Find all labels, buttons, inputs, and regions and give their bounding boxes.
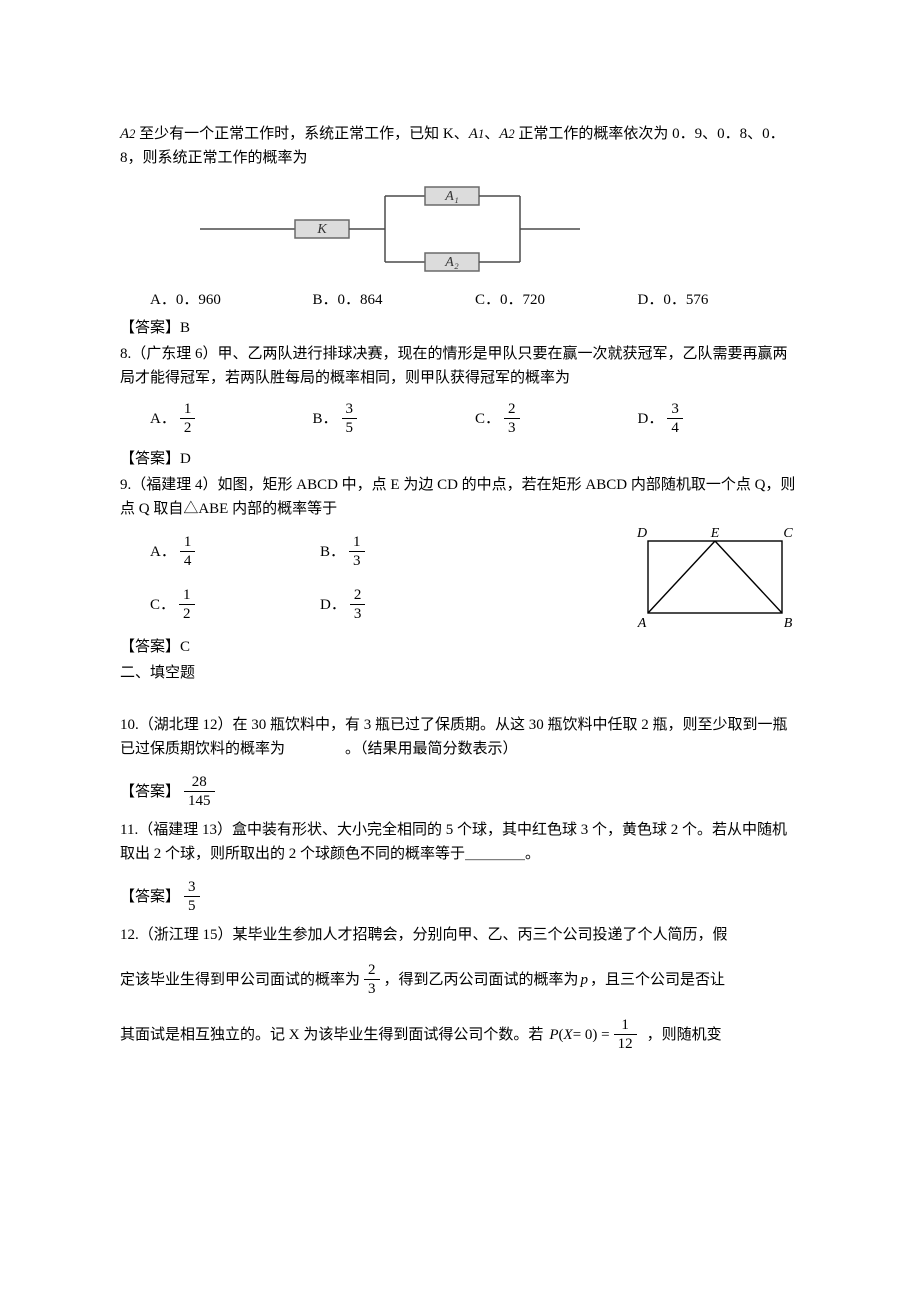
q10-answer: 【答案】 28145 — [120, 773, 800, 810]
q8-choice-A: A．12 — [150, 400, 313, 437]
q7-answer: 【答案】B — [120, 316, 800, 340]
q8-choice-B: B．35 — [313, 400, 476, 437]
section2-title: 二、填空题 — [120, 661, 800, 685]
q9-choice-A: A．14 — [150, 533, 320, 570]
q12-line2: 定该毕业生得到甲公司面试的概率为 23 ，得到乙丙公司面试的概率为 p ，且三个… — [120, 961, 800, 998]
svg-text:K: K — [316, 222, 327, 237]
q9-choice-C: C．12 — [150, 586, 320, 623]
svg-text:D: D — [636, 526, 647, 541]
q11-text: 11.（福建理 13）盒中装有形状、大小完全相同的 5 个球，其中红色球 3 个… — [120, 818, 800, 866]
q8-text: 8.（广东理 6）甲、乙两队进行排球决赛，现在的情形是甲队只要在赢一次就获冠军，… — [120, 342, 800, 390]
svg-text:C: C — [783, 526, 793, 541]
q7-text-1: 至少有一个正常工作时，系统正常工作，已知 K、 — [135, 126, 468, 142]
sym-A2b: A2 — [499, 122, 514, 146]
q7-cont: A2 至少有一个正常工作时，系统正常工作，已知 K、A1、A2 正常工作的概率依… — [120, 122, 800, 170]
q8-choice-C: C．23 — [475, 400, 638, 437]
q8-choices: A．12 B．35 C．23 D．34 — [150, 400, 800, 437]
q11-answer: 【答案】 35 — [120, 878, 800, 915]
var-p: p — [581, 968, 589, 992]
q8-choice-D: D．34 — [638, 400, 801, 437]
sym-A1: A1 — [469, 122, 484, 146]
svg-text:A₂: A₂ — [444, 255, 459, 270]
q10-text: 10.（湖北理 12）在 30 瓶饮料中，有 3 瓶已过了保质期。从这 30 瓶… — [120, 713, 800, 761]
eq-pX0: P(X = 0) = 112 — [549, 1016, 640, 1053]
q7-choice-C: C．0．720 — [475, 288, 638, 312]
sym-A2: A2 — [120, 122, 135, 146]
svg-text:E: E — [710, 526, 720, 541]
q12-line1: 12.（浙江理 15）某毕业生参加人才招聘会，分别向甲、乙、丙三个公司投递了个人… — [120, 923, 800, 947]
q9-rectangle-diagram: D E C A B — [630, 523, 800, 633]
q9-choice-B: B．13 — [320, 533, 490, 570]
svg-text:B: B — [784, 616, 793, 631]
q9-text: 9.（福建理 4）如图，矩形 ABCD 中，点 E 为边 CD 的中点，若在矩形… — [120, 473, 800, 521]
svg-text:A: A — [637, 616, 647, 631]
q7-choices: A．0．960 B．0．864 C．0．720 D．0．576 — [150, 288, 800, 312]
q7-choice-D: D．0．576 — [638, 288, 801, 312]
q9-answer: 【答案】C — [120, 635, 800, 659]
q9-choices-row2: C．12 D．23 — [150, 586, 630, 623]
q9-choices-row1: A．14 B．13 — [150, 533, 630, 570]
q9-choice-D: D．23 — [320, 586, 530, 623]
q7-choice-B: B．0．864 — [313, 288, 476, 312]
q12-line3: 其面试是相互独立的。记 X 为该毕业生得到面试得公司个数。若 P(X = 0) … — [120, 1016, 800, 1053]
q8-answer: 【答案】D — [120, 447, 800, 471]
q7-choice-A: A．0．960 — [150, 288, 313, 312]
q7-circuit-diagram: K A₁ A₂ — [200, 174, 800, 284]
svg-text:A₁: A₁ — [444, 189, 458, 204]
